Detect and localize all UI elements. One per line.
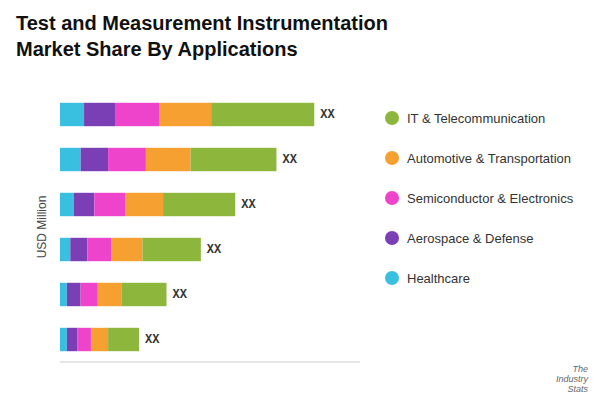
chart: Test and Measurement Instrumentation Mark… [0,0,600,400]
subtitle: Market Share By Applications [16,38,298,60]
bar [94,193,125,216]
legend-marker [385,191,399,205]
bar [115,103,160,126]
bar [98,283,122,306]
bar [122,283,167,306]
bar [60,238,70,261]
bars [60,103,314,351]
bar-label: XX [320,108,335,122]
bar [91,328,108,351]
bar-label: XX [241,198,256,212]
legend-marker [385,271,399,285]
bar-label: XX [207,243,222,257]
bar [70,238,87,261]
bar [60,148,81,171]
bar [125,193,163,216]
bar [60,193,74,216]
bar-label: XX [145,333,160,347]
source: TheIndustryStats [556,364,589,394]
bar [67,328,77,351]
bar [74,193,95,216]
legend-label: Aerospace & Defense [407,231,533,246]
y-axis-label: USD Million [35,196,49,259]
legend-marker [385,151,399,165]
bar [163,193,235,216]
bar [142,238,200,261]
bar [81,283,98,306]
legend-label: Automotive & Transportation [407,151,571,166]
source-line: The [572,364,588,374]
legend-label: Semiconductor & Electronics [407,191,574,206]
bar [211,103,314,126]
bar [108,328,139,351]
bar-label: XX [282,153,297,167]
bar [60,328,67,351]
bar [60,103,84,126]
bar [77,328,91,351]
legend-label: IT & Telecommunication [407,111,545,126]
source-line: Stats [567,384,588,394]
source-line: Industry [556,374,589,384]
title: Test and Measurement Instrumentation [16,12,388,34]
bar [60,283,67,306]
bar [108,148,146,171]
bar [160,103,212,126]
bar [191,148,277,171]
bar [87,238,111,261]
bar [81,148,108,171]
bar [84,103,115,126]
bar-label: XX [173,288,188,302]
bar [67,283,81,306]
x-axis-line [60,362,360,363]
bar [146,148,191,171]
legend-marker [385,231,399,245]
legend: IT & Telecommunication Automotive & Trans… [385,111,574,286]
legend-marker [385,111,399,125]
legend-label: Healthcare [407,271,470,286]
bar [112,238,143,261]
